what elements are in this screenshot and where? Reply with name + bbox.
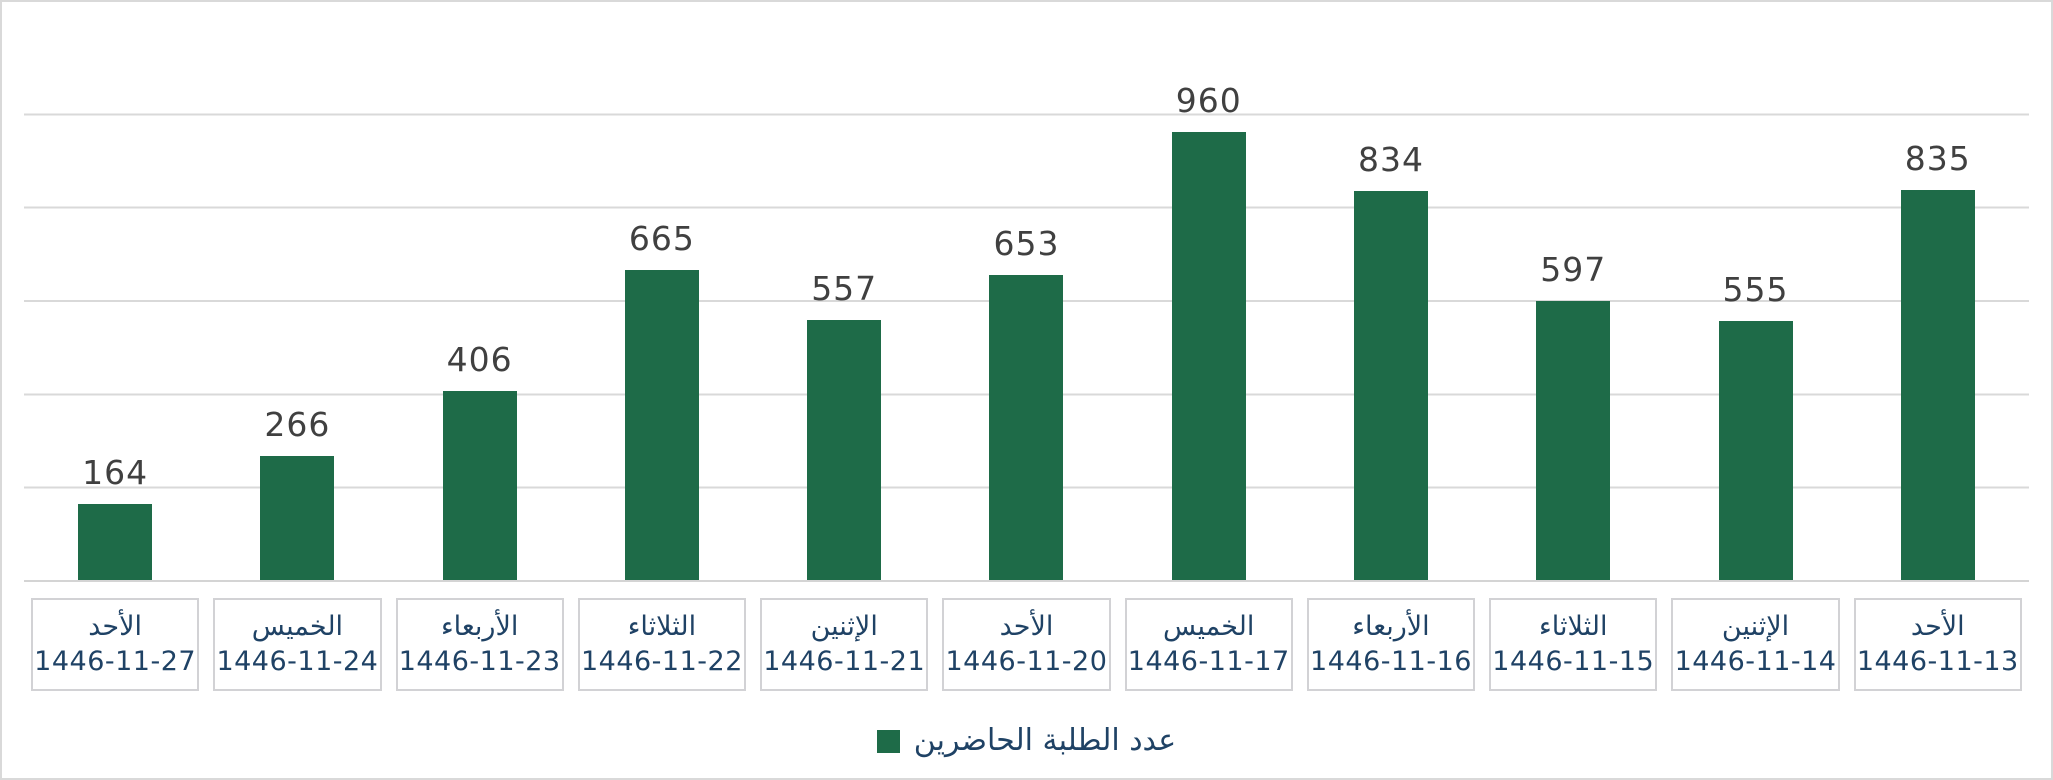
bar-value-label: 835 (1904, 139, 1971, 179)
x-axis-labels-row: الأحد 1446-11-27 الخميس 1446-11-24 الأربعاء 1… (24, 598, 2029, 691)
date-label: 1446-11-20 (945, 646, 1108, 677)
bar-value-label: 834 (1357, 139, 1424, 179)
bar-value-label: 557 (811, 269, 878, 309)
date-label: 1446-11-16 (1310, 646, 1472, 677)
x-axis-label: الإثنين 1446-11-14 (1671, 598, 1840, 691)
chart-column: 834 (1300, 22, 1482, 580)
date-label: 1446-11-14 (1674, 646, 1837, 677)
chart-column: 557 (753, 22, 935, 580)
x-axis-label: الإثنين 1446-11-21 (760, 598, 929, 691)
date-label: 1446-11-27 (34, 646, 197, 677)
plot-area: 164 266 406 665 557 653 960 834 597 555 835 (24, 22, 2029, 582)
day-name: الأربعاء (1352, 610, 1430, 642)
date-label: 1446-11-23 (398, 646, 561, 677)
x-axis-label-slot: الثلاثاء 1446-11-15 (1482, 598, 1664, 691)
legend: عدد الطلبة الحاضرين (2, 723, 2051, 759)
day-name: الأربعاء (440, 610, 519, 642)
chart-column: 597 (1482, 22, 1664, 580)
bar (78, 503, 153, 580)
x-axis-label-slot: الخميس 1446-11-17 (1118, 598, 1300, 691)
chart-column: 555 (1664, 22, 1846, 580)
date-label: 1446-11-17 (1127, 646, 1290, 677)
bars-layer: 164 266 406 665 557 653 960 834 597 555 835 (24, 22, 2029, 580)
chart-column: 266 (206, 22, 388, 580)
date-label: 1446-11-21 (763, 646, 926, 677)
x-axis-label: الثلاثاء 1446-11-15 (1489, 598, 1658, 691)
x-axis-label: الأحد 1446-11-27 (31, 598, 200, 691)
bar-value-label: 164 (82, 452, 149, 492)
x-axis-label-slot: الأحد 1446-11-13 (1847, 598, 2029, 691)
bar (260, 455, 335, 580)
x-axis-label-slot: الأحد 1446-11-20 (935, 598, 1117, 691)
day-name: الإثنين (810, 610, 878, 642)
bar-value-label: 653 (993, 224, 1060, 264)
chart-column: 653 (935, 22, 1117, 580)
chart-column: 164 (24, 22, 206, 580)
x-axis-label-slot: الخميس 1446-11-24 (206, 598, 388, 691)
bar (1536, 301, 1611, 580)
x-axis-label-slot: الأربعاء 1446-11-23 (389, 598, 571, 691)
day-name: الأحد (1910, 610, 1965, 642)
day-name: الثلاثاء (627, 610, 697, 642)
day-name: الخميس (1163, 610, 1255, 642)
chart-column: 406 (389, 22, 571, 580)
date-label: 1446-11-15 (1492, 646, 1655, 677)
bar-value-label: 597 (1540, 250, 1607, 290)
x-axis-label: الأربعاء 1446-11-23 (395, 598, 564, 691)
bar (624, 269, 699, 580)
x-axis-label: الخميس 1446-11-24 (213, 598, 382, 691)
day-name: الخميس (251, 610, 344, 642)
bar (989, 275, 1064, 580)
day-name: الأحد (88, 610, 143, 642)
x-axis-label: الأحد 1446-11-13 (1853, 598, 2022, 691)
day-name: الإثنين (1721, 610, 1790, 642)
x-axis-label-slot: الأحد 1446-11-27 (24, 598, 206, 691)
x-axis-label: الأحد 1446-11-20 (942, 598, 1111, 691)
x-axis-label-slot: الإثنين 1446-11-21 (753, 598, 935, 691)
bar-value-label: 406 (446, 339, 513, 379)
legend-swatch (876, 729, 900, 753)
x-axis-label: الأربعاء 1446-11-16 (1306, 598, 1476, 691)
bar-value-label: 266 (264, 404, 331, 444)
date-label: 1446-11-24 (216, 646, 379, 677)
chart-column: 960 (1118, 22, 1300, 580)
bar (1171, 132, 1246, 580)
bar (1353, 190, 1428, 580)
chart-column: 835 (1847, 22, 2029, 580)
bar (1900, 190, 1975, 580)
day-name: الأحد (999, 610, 1054, 642)
date-label: 1446-11-13 (1856, 646, 2019, 677)
bar-value-label: 665 (628, 218, 695, 258)
bar (1718, 321, 1793, 580)
x-axis-label-slot: الأربعاء 1446-11-16 (1300, 598, 1482, 691)
x-axis-label-slot: الثلاثاء 1446-11-22 (571, 598, 753, 691)
x-axis-label: الخميس 1446-11-17 (1124, 598, 1293, 691)
day-name: الثلاثاء (1539, 610, 1608, 642)
date-label: 1446-11-22 (580, 646, 743, 677)
chart-column: 665 (571, 22, 753, 580)
x-axis-label-slot: الإثنين 1446-11-14 (1664, 598, 1846, 691)
bar (807, 320, 882, 580)
bar-value-label: 960 (1175, 81, 1242, 121)
bar-value-label: 555 (1722, 270, 1789, 310)
x-axis-label: الثلاثاء 1446-11-22 (577, 598, 747, 691)
bar (442, 390, 517, 580)
legend-label: عدد الطلبة الحاضرين (913, 723, 1177, 758)
